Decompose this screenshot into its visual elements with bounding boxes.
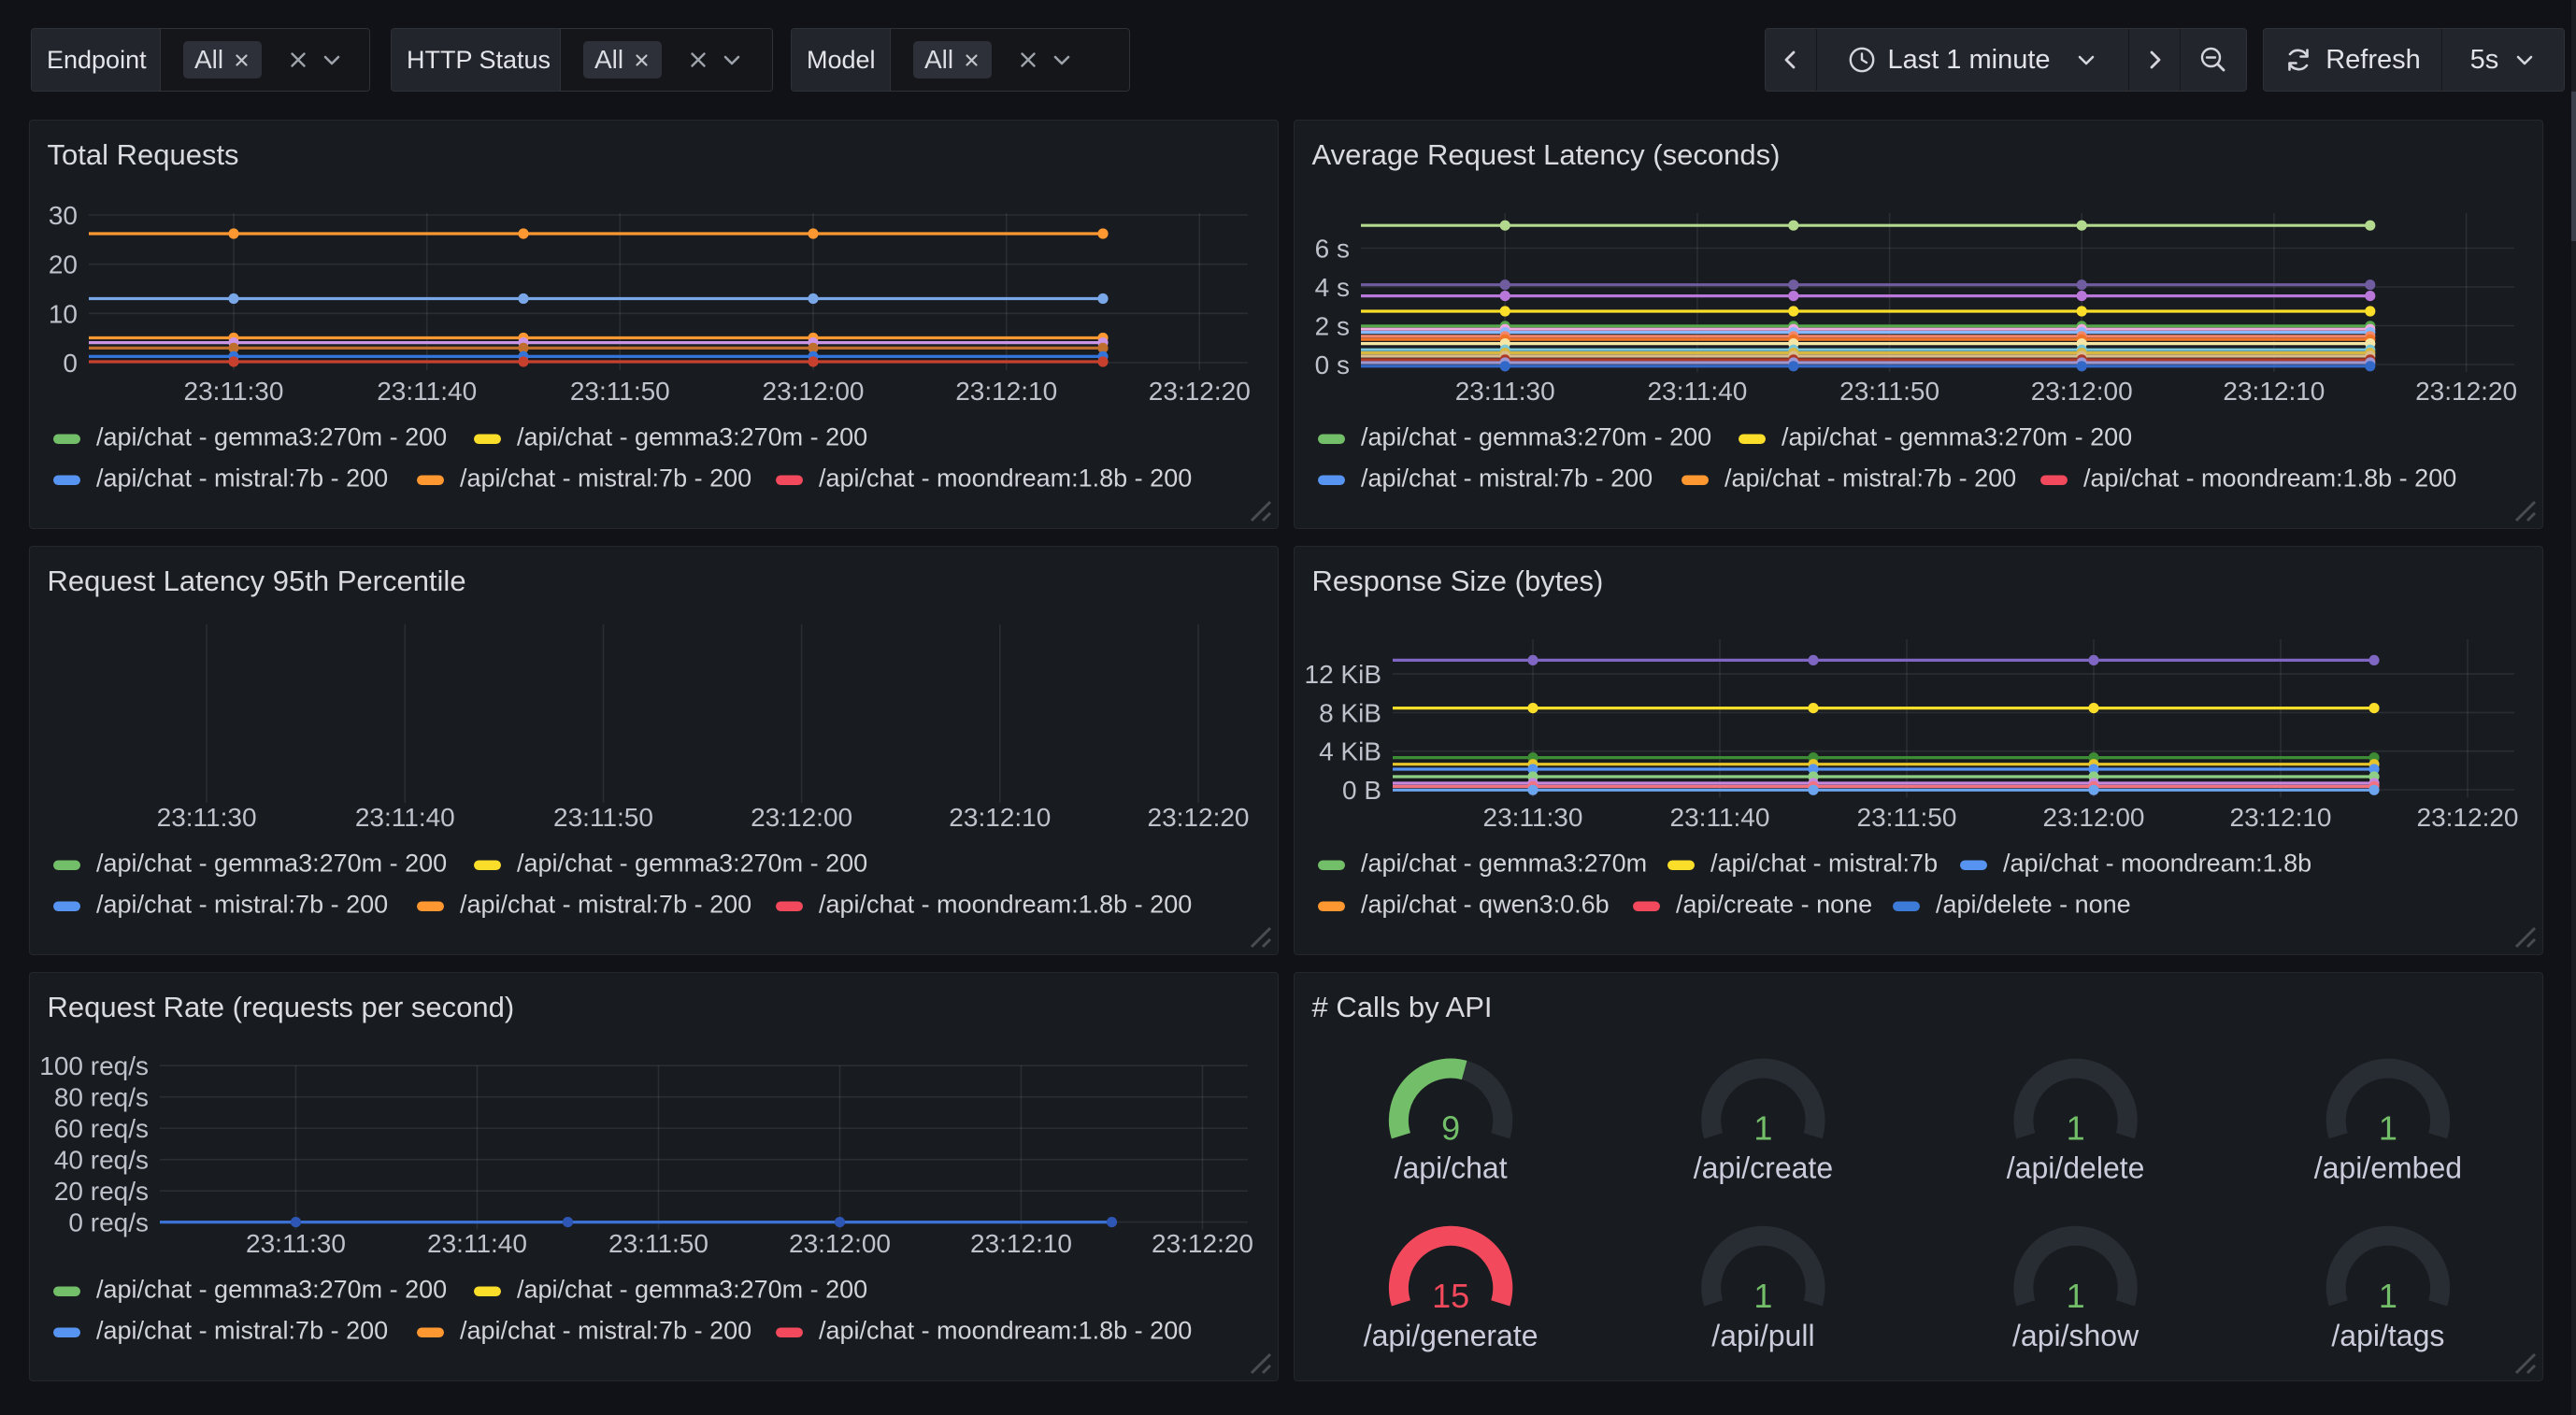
svg-text:/api/chat - mistral:7b - 200: /api/chat - mistral:7b - 200 [460,1317,751,1345]
svg-text:/api/chat - gemma3:270m - 200: /api/chat - gemma3:270m - 200 [1361,423,1711,451]
svg-text:100 req/s: 100 req/s [39,1051,149,1080]
svg-text:20: 20 [49,250,78,279]
svg-text:/api/chat - mistral:7b - 200: /api/chat - mistral:7b - 200 [1724,465,2016,493]
svg-text:6 s: 6 s [1315,235,1350,264]
svg-text:0 B: 0 B [1342,776,1381,805]
svg-text:23:12:00: 23:12:00 [2043,803,2145,832]
svg-text:Request Latency 95th Percentil: Request Latency 95th Percentile [48,565,466,597]
svg-text:Total Requests: Total Requests [48,138,239,171]
svg-text:/api/chat: /api/chat [1395,1151,1508,1185]
svg-text:/api/generate: /api/generate [1364,1319,1538,1352]
svg-text:1: 1 [1753,1277,1772,1315]
svg-text:/api/chat - gemma3:270m: /api/chat - gemma3:270m [1361,850,1647,878]
svg-text:/api/chat - moondream:1.8b - 2: /api/chat - moondream:1.8b - 200 [819,1317,1192,1345]
svg-text:23:11:40: 23:11:40 [355,803,455,832]
svg-text:/api/chat - moondream:1.8b - 2: /api/chat - moondream:1.8b - 200 [2083,465,2456,493]
svg-text:/api/chat - moondream:1.8b - 2: /api/chat - moondream:1.8b - 200 [819,891,1192,919]
svg-text:Request Rate (requests per sec: Request Rate (requests per second) [48,991,515,1023]
svg-text:23:12:20: 23:12:20 [1149,377,1251,406]
svg-text:/api/chat - gemma3:270m - 200: /api/chat - gemma3:270m - 200 [517,1276,867,1304]
svg-text:/api/tags: /api/tags [2331,1319,2444,1352]
svg-text:/api/create: /api/create [1694,1151,1833,1185]
svg-text:/api/delete - none: /api/delete - none [1936,891,2131,919]
svg-text:/api/chat - gemma3:270m - 200: /api/chat - gemma3:270m - 200 [96,850,447,878]
svg-text:/api/chat - mistral:7b - 200: /api/chat - mistral:7b - 200 [96,891,388,919]
svg-text:/api/pull: /api/pull [1711,1319,1814,1352]
svg-text:Average Request Latency (secon: Average Request Latency (seconds) [1312,138,1781,171]
svg-text:/api/delete: /api/delete [2007,1151,2145,1185]
svg-text:30: 30 [49,201,78,230]
svg-text:23:11:50: 23:11:50 [1839,377,1939,406]
svg-text:/api/chat - gemma3:270m - 200: /api/chat - gemma3:270m - 200 [517,423,867,451]
svg-text:23:11:30: 23:11:30 [246,1229,346,1258]
svg-text:/api/chat - mistral:7b - 200: /api/chat - mistral:7b - 200 [96,1317,388,1345]
svg-text:0 s: 0 s [1315,350,1350,379]
svg-text:1: 1 [2067,1277,2085,1315]
svg-text:23:11:40: 23:11:40 [377,377,477,406]
svg-text:/api/chat - mistral:7b - 200: /api/chat - mistral:7b - 200 [460,891,751,919]
svg-text:23:12:10: 23:12:10 [970,1229,1072,1258]
svg-text:23:11:40: 23:11:40 [1647,377,1747,406]
svg-text:23:11:40: 23:11:40 [1670,803,1770,832]
svg-text:4 KiB: 4 KiB [1319,737,1381,766]
svg-text:23:12:10: 23:12:10 [2230,803,2332,832]
svg-text:23:11:30: 23:11:30 [184,377,284,406]
svg-text:1: 1 [2379,1277,2397,1315]
svg-text:Response Size (bytes): Response Size (bytes) [1312,565,1604,597]
svg-text:23:12:00: 23:12:00 [2031,377,2133,406]
svg-text:/api/create - none: /api/create - none [1676,891,1872,919]
svg-text:23:12:20: 23:12:20 [2415,377,2517,406]
svg-text:23:12:20: 23:12:20 [2417,803,2519,832]
svg-text:2 s: 2 s [1315,312,1350,341]
svg-text:1: 1 [2067,1109,2085,1148]
svg-text:80 req/s: 80 req/s [54,1083,149,1112]
svg-text:0: 0 [63,349,78,378]
svg-text:/api/chat - qwen3:0.6b: /api/chat - qwen3:0.6b [1361,891,1610,919]
svg-text:23:11:50: 23:11:50 [553,803,653,832]
svg-text:23:11:50: 23:11:50 [1857,803,1957,832]
svg-text:10: 10 [49,299,78,328]
svg-text:0 req/s: 0 req/s [68,1208,149,1237]
svg-text:23:12:10: 23:12:10 [2223,377,2325,406]
svg-text:1: 1 [1753,1109,1772,1148]
svg-text:/api/chat - gemma3:270m - 200: /api/chat - gemma3:270m - 200 [96,1276,447,1304]
svg-text:9: 9 [1441,1109,1460,1148]
svg-text:15: 15 [1432,1277,1469,1315]
svg-text:23:11:40: 23:11:40 [427,1229,527,1258]
svg-text:/api/chat - gemma3:270m - 200: /api/chat - gemma3:270m - 200 [517,850,867,878]
svg-text:23:12:00: 23:12:00 [751,803,852,832]
svg-text:/api/chat - mistral:7b - 200: /api/chat - mistral:7b - 200 [96,465,388,493]
svg-text:23:11:30: 23:11:30 [1455,377,1555,406]
svg-text:/api/chat - gemma3:270m - 200: /api/chat - gemma3:270m - 200 [96,423,447,451]
svg-text:1: 1 [2379,1109,2397,1148]
svg-text:40 req/s: 40 req/s [54,1146,149,1175]
svg-text:23:12:20: 23:12:20 [1152,1229,1253,1258]
svg-text:23:11:30: 23:11:30 [157,803,257,832]
svg-text:# Calls by API: # Calls by API [1312,991,1493,1023]
svg-text:8 KiB: 8 KiB [1319,698,1381,727]
svg-text:/api/show: /api/show [2012,1319,2140,1352]
svg-text:4 s: 4 s [1315,273,1350,302]
svg-text:/api/chat - mistral:7b: /api/chat - mistral:7b [1710,850,1938,878]
svg-text:/api/embed: /api/embed [2314,1151,2462,1185]
svg-text:23:11:50: 23:11:50 [570,377,670,406]
svg-text:20 req/s: 20 req/s [54,1177,149,1206]
svg-text:23:12:20: 23:12:20 [1148,803,1250,832]
svg-text:/api/chat - mistral:7b - 200: /api/chat - mistral:7b - 200 [1361,465,1653,493]
svg-text:23:11:30: 23:11:30 [1483,803,1583,832]
svg-text:60 req/s: 60 req/s [54,1114,149,1143]
svg-text:/api/chat - mistral:7b - 200: /api/chat - mistral:7b - 200 [460,465,751,493]
svg-text:/api/chat - moondream:1.8b - 2: /api/chat - moondream:1.8b - 200 [819,465,1192,493]
svg-text:23:12:10: 23:12:10 [949,803,1051,832]
svg-text:23:12:10: 23:12:10 [955,377,1057,406]
svg-text:23:11:50: 23:11:50 [608,1229,708,1258]
svg-text:23:12:00: 23:12:00 [763,377,865,406]
svg-text:/api/chat - gemma3:270m - 200: /api/chat - gemma3:270m - 200 [1782,423,2132,451]
svg-text:23:12:00: 23:12:00 [789,1229,891,1258]
svg-text:12 KiB: 12 KiB [1305,660,1382,689]
svg-text:/api/chat - moondream:1.8b: /api/chat - moondream:1.8b [2003,850,2311,878]
